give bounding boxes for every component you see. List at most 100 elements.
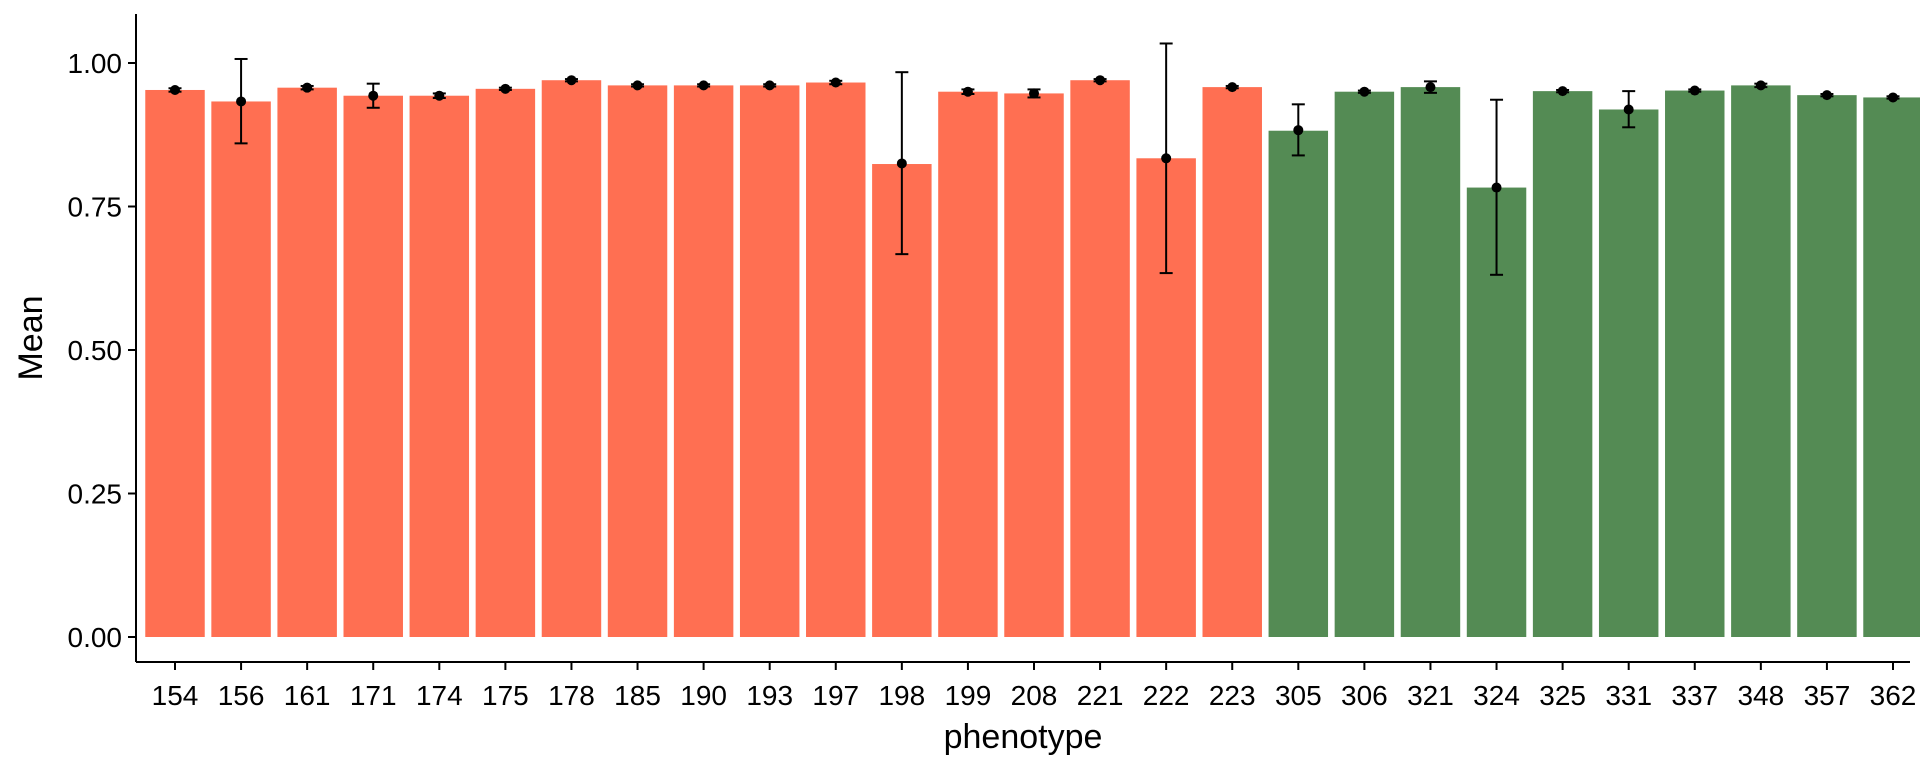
error-bar-222 [1159,42,1173,275]
bar-174 [409,95,470,638]
mean-point-174 [434,90,445,101]
x-tick-label: 190 [680,680,727,711]
bar-199 [938,91,998,637]
error-bar-325 [1556,86,1570,97]
error-bar-337 [1688,85,1702,96]
x-tick-label: 223 [1209,680,1256,711]
bar-154 [145,89,205,638]
mean-point-348 [1755,80,1766,91]
y-tick-label: 1.00 [68,48,123,79]
bar-305 [1268,130,1329,638]
bar-193 [739,85,800,637]
error-bar-190 [697,80,711,91]
x-tick-label: 198 [878,680,925,711]
mean-point-362 [1888,92,1898,103]
bar-357 [1797,95,1857,637]
error-bar-305 [1291,103,1305,157]
mean-point-161 [302,82,313,93]
bar-175 [475,88,536,637]
error-bar-185 [631,80,645,91]
x-tick-label: 321 [1407,680,1454,711]
mean-point-199 [962,86,973,97]
error-bar-197 [829,77,843,88]
bar-362 [1863,97,1920,637]
error-bar-171 [366,82,380,109]
bars-layer [145,80,1920,638]
error-bars-layer [168,42,1900,276]
y-axis-title: Mean [12,295,50,380]
x-tick-label: 178 [548,680,595,711]
x-tick-label: 154 [152,680,199,711]
error-bar-223 [1225,82,1239,93]
mean-point-331 [1623,104,1634,115]
x-tick-label: 324 [1473,680,1520,711]
error-bar-331 [1622,90,1636,129]
bar-197 [806,82,866,637]
x-tick-label: 174 [416,680,463,711]
bar-190 [673,85,734,637]
x-tick-label: 305 [1275,680,1322,711]
mean-point-357 [1821,90,1832,101]
bar-337 [1665,90,1725,638]
x-ticks: 154 156 161 171 174 175 178 185 190 193 197 198 199 2… [152,662,1917,711]
x-tick-label: 208 [1011,680,1058,711]
mean-point-156 [236,96,247,107]
error-bar-348 [1754,80,1768,91]
bar-325 [1532,91,1593,637]
y-tick-label: 0.75 [68,192,123,223]
axes-layer [135,14,1910,663]
mean-point-178 [566,75,577,86]
error-bar-357 [1820,90,1834,101]
x-tick-label: 221 [1077,680,1124,711]
error-bar-156 [234,57,248,145]
mean-point-154 [170,84,180,95]
x-tick-label: 348 [1737,680,1784,711]
mean-point-198 [896,158,907,169]
error-bar-199 [961,86,975,97]
x-tick-label: 197 [812,680,859,711]
error-bar-221 [1093,75,1107,86]
mean-point-175 [500,83,511,94]
mean-point-208 [1029,88,1039,99]
bar-178 [541,80,602,638]
mean-point-321 [1425,82,1436,93]
bar-348 [1731,85,1791,637]
error-bar-174 [432,90,446,101]
error-bar-154 [168,84,182,95]
error-bar-321 [1423,80,1437,94]
bar-306 [1334,91,1395,637]
bar-221 [1070,80,1130,638]
x-tick-label: 193 [746,680,793,711]
mean-point-325 [1557,86,1568,97]
mean-point-305 [1293,125,1304,136]
mean-point-221 [1095,75,1106,86]
mean-point-223 [1227,82,1238,93]
mean-point-222 [1161,153,1172,164]
error-bar-178 [564,75,578,86]
y-ticks: 0.00 0.25 0.50 0.75 1.00 [68,48,136,653]
error-bar-198 [895,71,909,256]
x-tick-label: 362 [1870,680,1917,711]
x-tick-label: 199 [945,680,992,711]
bar-161 [277,87,337,638]
mean-point-193 [764,80,775,91]
error-bar-324 [1490,98,1504,276]
bar-321 [1400,87,1461,638]
mean-point-306 [1359,86,1370,97]
error-bar-208 [1027,88,1041,99]
x-tick-label: 175 [482,680,529,711]
bar-208 [1004,93,1064,638]
x-tick-label: 185 [614,680,661,711]
y-tick-label: 0.25 [68,479,123,510]
error-bar-193 [763,80,777,91]
error-bar-175 [498,83,512,94]
x-tick-label: 306 [1341,680,1388,711]
x-tick-label: 156 [218,680,265,711]
x-axis-title: phenotype [944,718,1103,756]
mean-point-185 [632,80,643,91]
x-tick-label: 161 [284,680,331,711]
mean-point-324 [1491,182,1502,193]
x-tick-label: 337 [1671,680,1718,711]
